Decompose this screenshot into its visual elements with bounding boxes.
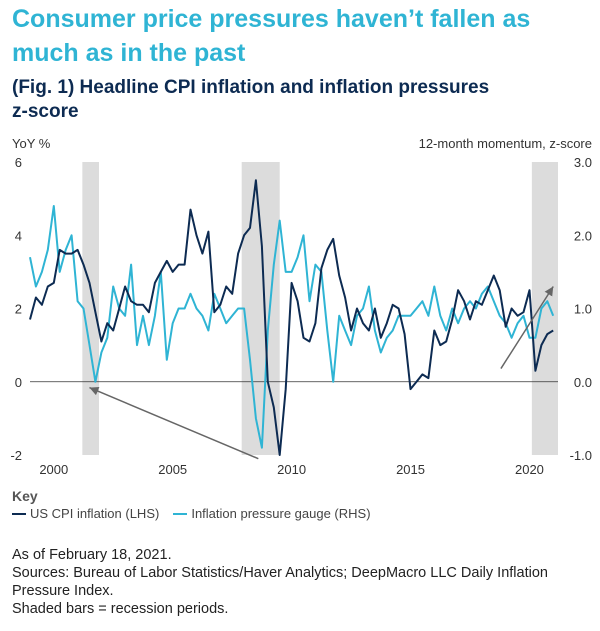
series-lines	[29, 179, 555, 456]
right-tick-label: 0.0	[574, 375, 592, 390]
legend-swatch-cpi	[12, 512, 26, 515]
x-tick-label: 2005	[158, 462, 187, 477]
trend-arrows	[89, 286, 554, 460]
recession-bar-0	[82, 162, 99, 455]
right-tick-label: 2.0	[574, 228, 592, 243]
legend-item-cpi: US CPI inflation (LHS)	[12, 506, 159, 521]
subtitle-line-1: (Fig. 1) Headline CPI inflation and infl…	[12, 77, 490, 98]
key-title: Key	[12, 488, 38, 504]
x-tick-label: 2015	[396, 462, 425, 477]
legend: US CPI inflation (LHS) Inflation pressur…	[12, 506, 385, 521]
right-axis-label: 12-month momentum, z-score	[419, 136, 592, 151]
recession-bars	[82, 162, 558, 455]
right-tick-label: 1.0	[574, 302, 592, 317]
right-tick-label: 3.0	[574, 155, 592, 170]
right-tick-label: -1.0	[570, 448, 592, 463]
axes: YoY % 12-month momentum, z-score 6 4 2 0 -2 3…	[10, 136, 592, 477]
left-tick-label: 4	[15, 228, 22, 243]
left-tick-label: 0	[15, 375, 22, 390]
trend-arrow-1	[500, 286, 554, 369]
note-sources: Sources: Bureau of Labor Statistics/Have…	[12, 565, 548, 599]
recession-bar-2	[531, 162, 558, 455]
x-tick-label: 2020	[515, 462, 544, 477]
chart-subtitle: (Fig. 1) Headline CPI inflation and infl…	[12, 76, 592, 124]
legend-label-cpi: US CPI inflation (LHS)	[30, 506, 160, 521]
cpi-chart: YoY % 12-month momentum, z-score 6 4 2 0 -2 3…	[10, 136, 592, 477]
title-line-2: much as in the past	[12, 39, 246, 67]
x-tick-label: 2010	[277, 462, 306, 477]
left-tick-label: 2	[15, 302, 22, 317]
trend-arrow-0	[89, 386, 259, 460]
x-tick-label: 2000	[39, 462, 68, 477]
legend-swatch-gauge	[173, 512, 188, 515]
legend-label-gauge: Inflation pressure gauge (RHS)	[191, 506, 371, 521]
subtitle-line-2: z-score	[12, 101, 79, 122]
chart-title: Consumer price pressures haven’t fallen …	[12, 2, 592, 70]
left-tick-label: 6	[15, 155, 22, 170]
title-line-1: Consumer price pressures haven’t fallen …	[12, 5, 531, 33]
note-as-of: As of February 18, 2021.	[12, 547, 172, 563]
left-tick-label: -2	[10, 448, 22, 463]
note-shaded: Shaded bars = recession periods.	[12, 601, 229, 617]
cpi-line	[29, 179, 554, 456]
left-axis-label: YoY %	[12, 136, 51, 151]
legend-item-gauge: Inflation pressure gauge (RHS)	[173, 506, 371, 521]
chart-notes: As of February 18, 2021. Sources: Bureau…	[12, 546, 592, 618]
gauge-line	[29, 205, 555, 449]
